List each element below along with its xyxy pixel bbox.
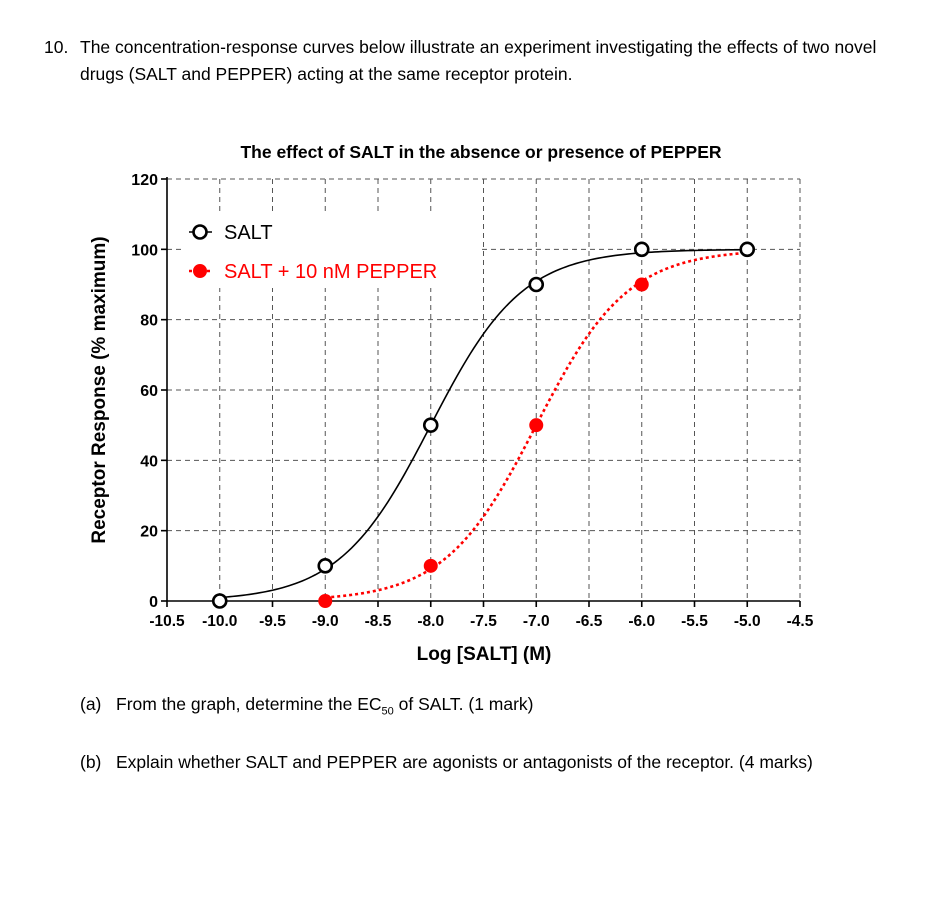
part-a-text-end: of SALT. (1 mark) [393, 694, 534, 714]
data-point-salt [211, 593, 228, 609]
x-tick-label: -6.0 [628, 613, 655, 630]
part-a-text: From the graph, determine the EC [116, 694, 382, 714]
data-point-salt-pepper [634, 277, 649, 292]
data-point-salt [633, 241, 650, 258]
data-point-salt-pepper [529, 418, 544, 433]
part-a-label: (a) [80, 694, 102, 714]
part-a: (a) From the graph, determine the EC50 of… [80, 694, 534, 718]
chart-legend: SALT SALT + 10 nM PEPPER [182, 214, 482, 288]
x-tick-label: -10.0 [202, 613, 237, 630]
chart-axes: 0 20 40 60 80 100 120 -10.5 -10.0 -9.5 -9.0 -8.5 -8.… [131, 172, 813, 630]
y-tick-label: 40 [140, 453, 158, 470]
y-tick-label: 20 [140, 524, 158, 541]
data-point-salt-pepper [318, 594, 333, 608]
x-tick-label: -7.5 [470, 613, 497, 630]
x-tick-label: -8.5 [365, 613, 392, 630]
question-number: 10. [44, 37, 69, 57]
data-points [211, 241, 756, 609]
x-tick-label: -8.0 [417, 613, 444, 630]
data-point-salt [422, 417, 439, 433]
legend-marker-salt [192, 224, 208, 240]
chart-grid [167, 178, 801, 601]
y-axis-label: Receptor Response (% maximum) [89, 236, 110, 543]
x-axis-label: Log [SALT] (M) [417, 644, 552, 665]
concentration-response-chart: The effect of SALT in the absence or pre… [89, 142, 814, 665]
x-tick-label: -6.5 [576, 613, 603, 630]
x-tick-label: -7.0 [523, 613, 550, 630]
x-tick-label: -5.0 [734, 613, 761, 630]
data-point-salt-pepper [423, 558, 438, 573]
legend-marker-salt-pepper [193, 264, 207, 278]
y-tick-label: 120 [131, 172, 158, 189]
part-b-text: Explain whether SALT and PEPPER are agon… [116, 752, 813, 772]
y-tick-label: 80 [140, 313, 158, 330]
x-tick-label: -4.5 [787, 613, 814, 630]
chart-title: The effect of SALT in the absence or pre… [240, 142, 721, 162]
question-text: The concentration-response curves below … [80, 37, 877, 84]
legend-label: SALT + 10 nM PEPPER [224, 261, 437, 283]
data-point-salt [317, 558, 334, 574]
x-tick-label: -5.5 [681, 613, 708, 630]
y-tick-label: 0 [149, 594, 158, 611]
part-b: (b) Explain whether SALT and PEPPER are a… [80, 752, 813, 773]
x-tick-label: -9.0 [312, 613, 339, 630]
fit-curve-salt [219, 248, 748, 599]
part-b-label: (b) [80, 752, 102, 772]
data-point-salt [528, 276, 545, 293]
legend-box [182, 214, 482, 288]
y-tick-label: 100 [131, 242, 158, 259]
x-tick-label: -10.5 [149, 613, 185, 630]
part-a-subscript: 50 [381, 705, 394, 718]
y-tick-label: 60 [140, 383, 158, 400]
legend-label: SALT [224, 222, 273, 244]
x-tick-label: -9.5 [259, 613, 286, 630]
data-point-salt [739, 241, 756, 258]
